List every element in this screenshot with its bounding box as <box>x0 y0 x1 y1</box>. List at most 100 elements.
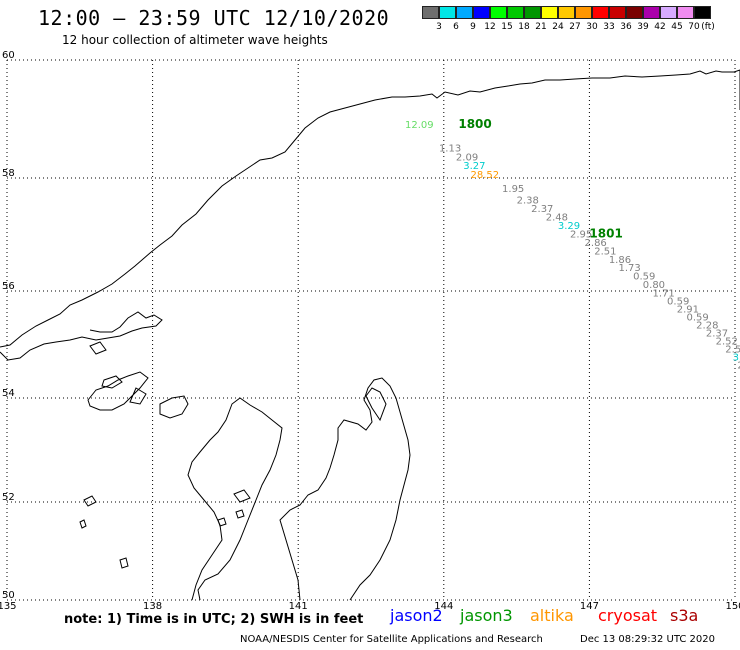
wave-height-label: 3.0 <box>733 353 740 364</box>
wave-height-label: 3.29 <box>558 221 580 232</box>
map-subtitle: 12 hour collection of altimeter wave hei… <box>62 33 328 47</box>
wave-height-label: 2.38 <box>517 195 539 206</box>
legend-tick-label: 45 <box>671 22 683 32</box>
wave-height-label: 2.09 <box>456 152 478 163</box>
altimeter-track-labels: 12.09 18001.132.093.2728.521.952.382.372.… <box>405 117 740 372</box>
latitude-label: 52 <box>2 492 15 503</box>
longitude-label: 150 <box>725 601 740 612</box>
legend-swatch <box>592 6 609 19</box>
legend-swatch <box>541 6 558 19</box>
wave-height-label: 12.09 <box>405 120 434 131</box>
wave-height-label: 1.13 <box>439 143 461 154</box>
lat-lon-grid <box>6 59 736 601</box>
legend-swatch <box>473 6 490 19</box>
legend-tick-label: 9 <box>470 22 476 32</box>
wave-height-label: 2.51 <box>594 246 616 257</box>
wave-height-label: 1.95 <box>502 184 524 195</box>
longitude-label: 144 <box>434 601 453 612</box>
islet-7 <box>89 341 107 355</box>
wave-height-label: 2.95 <box>570 229 592 240</box>
islet-4 <box>235 509 245 519</box>
timestamp-text: Dec 13 08:29:32 UTC 2020 <box>580 634 715 645</box>
legend-swatch <box>609 6 626 19</box>
legend-tick-label: 30 <box>586 22 598 32</box>
wave-height-label: 2.28 <box>696 320 718 331</box>
longitude-label: 138 <box>143 601 162 612</box>
legend-tick-label: 24 <box>552 22 564 32</box>
wave-height-label: 2.86 <box>585 238 607 249</box>
satellite-legend-altika: altika <box>530 606 574 625</box>
wave-height-label: 0.80 <box>643 280 665 291</box>
wave-height-label: 2.48 <box>546 212 568 223</box>
longitude-label: 147 <box>580 601 599 612</box>
legend-tick-label: 42 <box>654 22 666 32</box>
legend-swatch <box>677 6 694 19</box>
wave-height-label: 0.59 <box>667 296 689 307</box>
sakhalin-west-coast <box>365 387 387 422</box>
legend-swatch <box>660 6 677 19</box>
wave-height-label: 2.91 <box>677 304 699 315</box>
pass-time-label: 1801 <box>589 226 622 240</box>
legend-tick-label: 70 <box>688 22 700 32</box>
wave-height-label: 2.37 <box>706 328 728 339</box>
legend-swatch <box>422 6 439 19</box>
wave-height-label: 1.71 <box>652 288 674 299</box>
islet-1 <box>83 495 97 507</box>
legend-swatch <box>524 6 541 19</box>
islet-6 <box>119 557 129 569</box>
legend-tick-label: 21 <box>535 22 547 32</box>
sakhalin-island <box>279 377 411 601</box>
islet-2 <box>233 489 251 503</box>
wave-height-label: 3.27 <box>463 161 485 172</box>
wave-height-label: 0.59 <box>686 312 708 323</box>
pass-time-label: 1800 <box>458 117 491 131</box>
legend-swatch <box>439 6 456 19</box>
longitude-label: 141 <box>289 601 308 612</box>
legend-swatch <box>694 6 711 19</box>
legend-tick-label: 3 <box>436 22 442 32</box>
coastline <box>0 69 740 601</box>
legend-tick-label: 33 <box>603 22 615 32</box>
latitude-label: 60 <box>2 50 15 61</box>
legend-swatch <box>558 6 575 19</box>
legend-tick-label: 27 <box>569 22 581 32</box>
islet-3 <box>217 517 227 527</box>
legend-tick-label: 18 <box>518 22 530 32</box>
map-title: 12:00 – 23:59 UTC 12/10/2020 <box>38 6 390 30</box>
legend-swatch <box>456 6 473 19</box>
satellite-legend-cryosat: cryosat <box>598 606 658 625</box>
wave-height-label: 1.86 <box>609 255 631 266</box>
legend-swatch <box>507 6 524 19</box>
credit-text: NOAA/NESDIS Center for Satellite Applica… <box>240 634 543 645</box>
islet-5 <box>79 519 87 529</box>
legend-tick-label: 6 <box>453 22 459 32</box>
mainland-southwest <box>187 397 283 601</box>
legend-swatch <box>575 6 592 19</box>
legend-tick-label: 12 <box>484 22 496 32</box>
satellite-legend-jason3: jason3 <box>460 606 513 625</box>
legend-swatch <box>626 6 643 19</box>
latitude-label: 58 <box>2 168 15 179</box>
legend-unit: (ft) <box>701 22 715 32</box>
wave-height-label: 2.52 <box>716 337 738 348</box>
latitude-label: 50 <box>2 590 15 601</box>
wave-height-label: 28.52 <box>470 170 499 181</box>
wave-height-label: 0.59 <box>633 272 655 283</box>
legend-swatch <box>490 6 507 19</box>
satellite-legend-jason2: jason2 <box>390 606 443 625</box>
footer-note: note: 1) Time is in UTC; 2) SWH is in fe… <box>64 612 364 627</box>
latitude-label: 54 <box>2 388 15 399</box>
legend-tick-label: 36 <box>620 22 632 32</box>
wave-height-label: 2.37 <box>531 204 553 215</box>
satellite-legend-s3a: s3a <box>670 606 699 625</box>
mainland-coast <box>0 69 740 348</box>
wave-height-label: 1.73 <box>619 263 641 274</box>
color-legend <box>422 6 711 19</box>
latitude-label: 56 <box>2 281 15 292</box>
shantar-islands <box>87 371 189 419</box>
legend-tick-label: 39 <box>637 22 649 32</box>
longitude-label: 135 <box>0 601 17 612</box>
legend-tick-label: 15 <box>501 22 513 32</box>
wave-height-label: 2 <box>737 361 740 372</box>
